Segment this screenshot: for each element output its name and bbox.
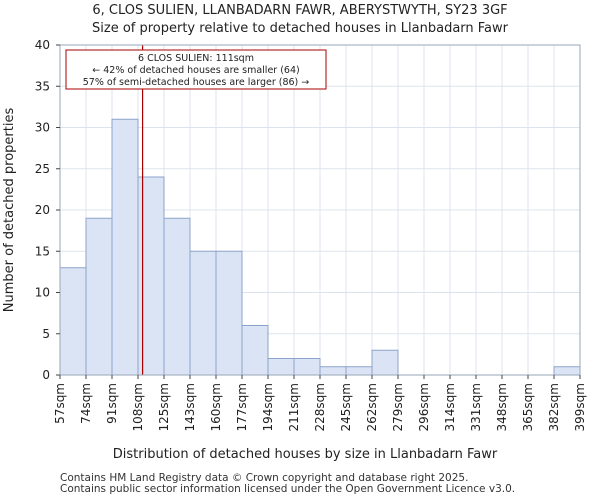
y-tick-label: 40 — [35, 38, 50, 52]
y-tick-label: 25 — [35, 162, 50, 176]
y-tick-label: 30 — [35, 121, 50, 135]
bar — [111, 118, 139, 376]
annotation-line-1: 6 CLOS SULIEN: 111sqm — [138, 53, 254, 64]
x-tick-label: 399sqm — [573, 383, 587, 431]
bar — [189, 250, 217, 376]
x-tick-label: 245sqm — [339, 383, 353, 431]
annotation-box: 6 CLOS SULIEN: 111sqm ← 42% of detached … — [65, 49, 327, 90]
bar — [267, 358, 295, 376]
x-tick-label: 143sqm — [183, 383, 197, 431]
bar — [59, 267, 87, 376]
y-axis-title: Number of detached properties — [2, 108, 17, 313]
chart-title: 6, CLOS SULIEN, LLANBADARN FAWR, ABERYST… — [92, 3, 507, 18]
annotation-line-3: 57% of semi-detached houses are larger (… — [83, 77, 310, 88]
footer-copyright: Contains HM Land Registry data © Crown c… — [60, 472, 469, 484]
bar — [241, 325, 269, 376]
x-tick-label: 262sqm — [365, 383, 379, 431]
y-tick-label: 10 — [35, 286, 50, 300]
y-tick-label: 35 — [35, 79, 50, 93]
x-tick-label: 160sqm — [209, 383, 223, 431]
x-tick-label: 91sqm — [105, 383, 119, 424]
x-tick-label: 382sqm — [547, 383, 561, 431]
bar — [163, 217, 191, 376]
grid-lines — [60, 44, 580, 375]
bar — [215, 250, 243, 376]
x-tick-label: 57sqm — [53, 383, 67, 424]
x-tick-labels: 57sqm 74sqm 91sqm 108sqm 125sqm 143sqm 160sqm 1… — [53, 375, 587, 431]
x-tick-label: 296sqm — [417, 383, 431, 431]
bar — [137, 176, 165, 376]
x-tick-label: 365sqm — [521, 383, 535, 431]
annotation-border — [65, 49, 327, 90]
bar — [293, 358, 321, 376]
y-tick-label: 15 — [35, 244, 50, 258]
footer-licence: Contains public sector information licen… — [60, 483, 516, 495]
bar — [553, 366, 581, 376]
x-tick-label: 74sqm — [79, 383, 93, 424]
y-tick-labels: 0 5 10 15 20 25 30 35 40 — [35, 38, 60, 382]
x-tick-label: 108sqm — [131, 383, 145, 431]
y-tick-label: 20 — [35, 203, 50, 217]
bar — [371, 349, 399, 376]
bar — [345, 366, 373, 376]
x-tick-label: 279sqm — [391, 383, 405, 431]
x-tick-label: 348sqm — [495, 383, 509, 431]
x-tick-label: 125sqm — [157, 383, 171, 431]
x-tick-label: 331sqm — [469, 383, 483, 431]
bar — [85, 217, 113, 376]
annotation-line-2: ← 42% of detached houses are smaller (64… — [92, 65, 299, 76]
y-tick-label: 0 — [42, 368, 50, 382]
x-axis-title: Distribution of detached houses by size … — [113, 447, 498, 462]
x-tick-label: 314sqm — [443, 383, 457, 431]
x-tick-label: 194sqm — [261, 383, 275, 431]
x-tick-label: 177sqm — [235, 383, 249, 431]
bar — [319, 366, 347, 376]
chart-subtitle: Size of property relative to detached ho… — [92, 21, 509, 36]
x-tick-label: 211sqm — [287, 383, 301, 431]
y-tick-label: 5 — [42, 327, 50, 341]
x-tick-label: 228sqm — [313, 383, 327, 431]
